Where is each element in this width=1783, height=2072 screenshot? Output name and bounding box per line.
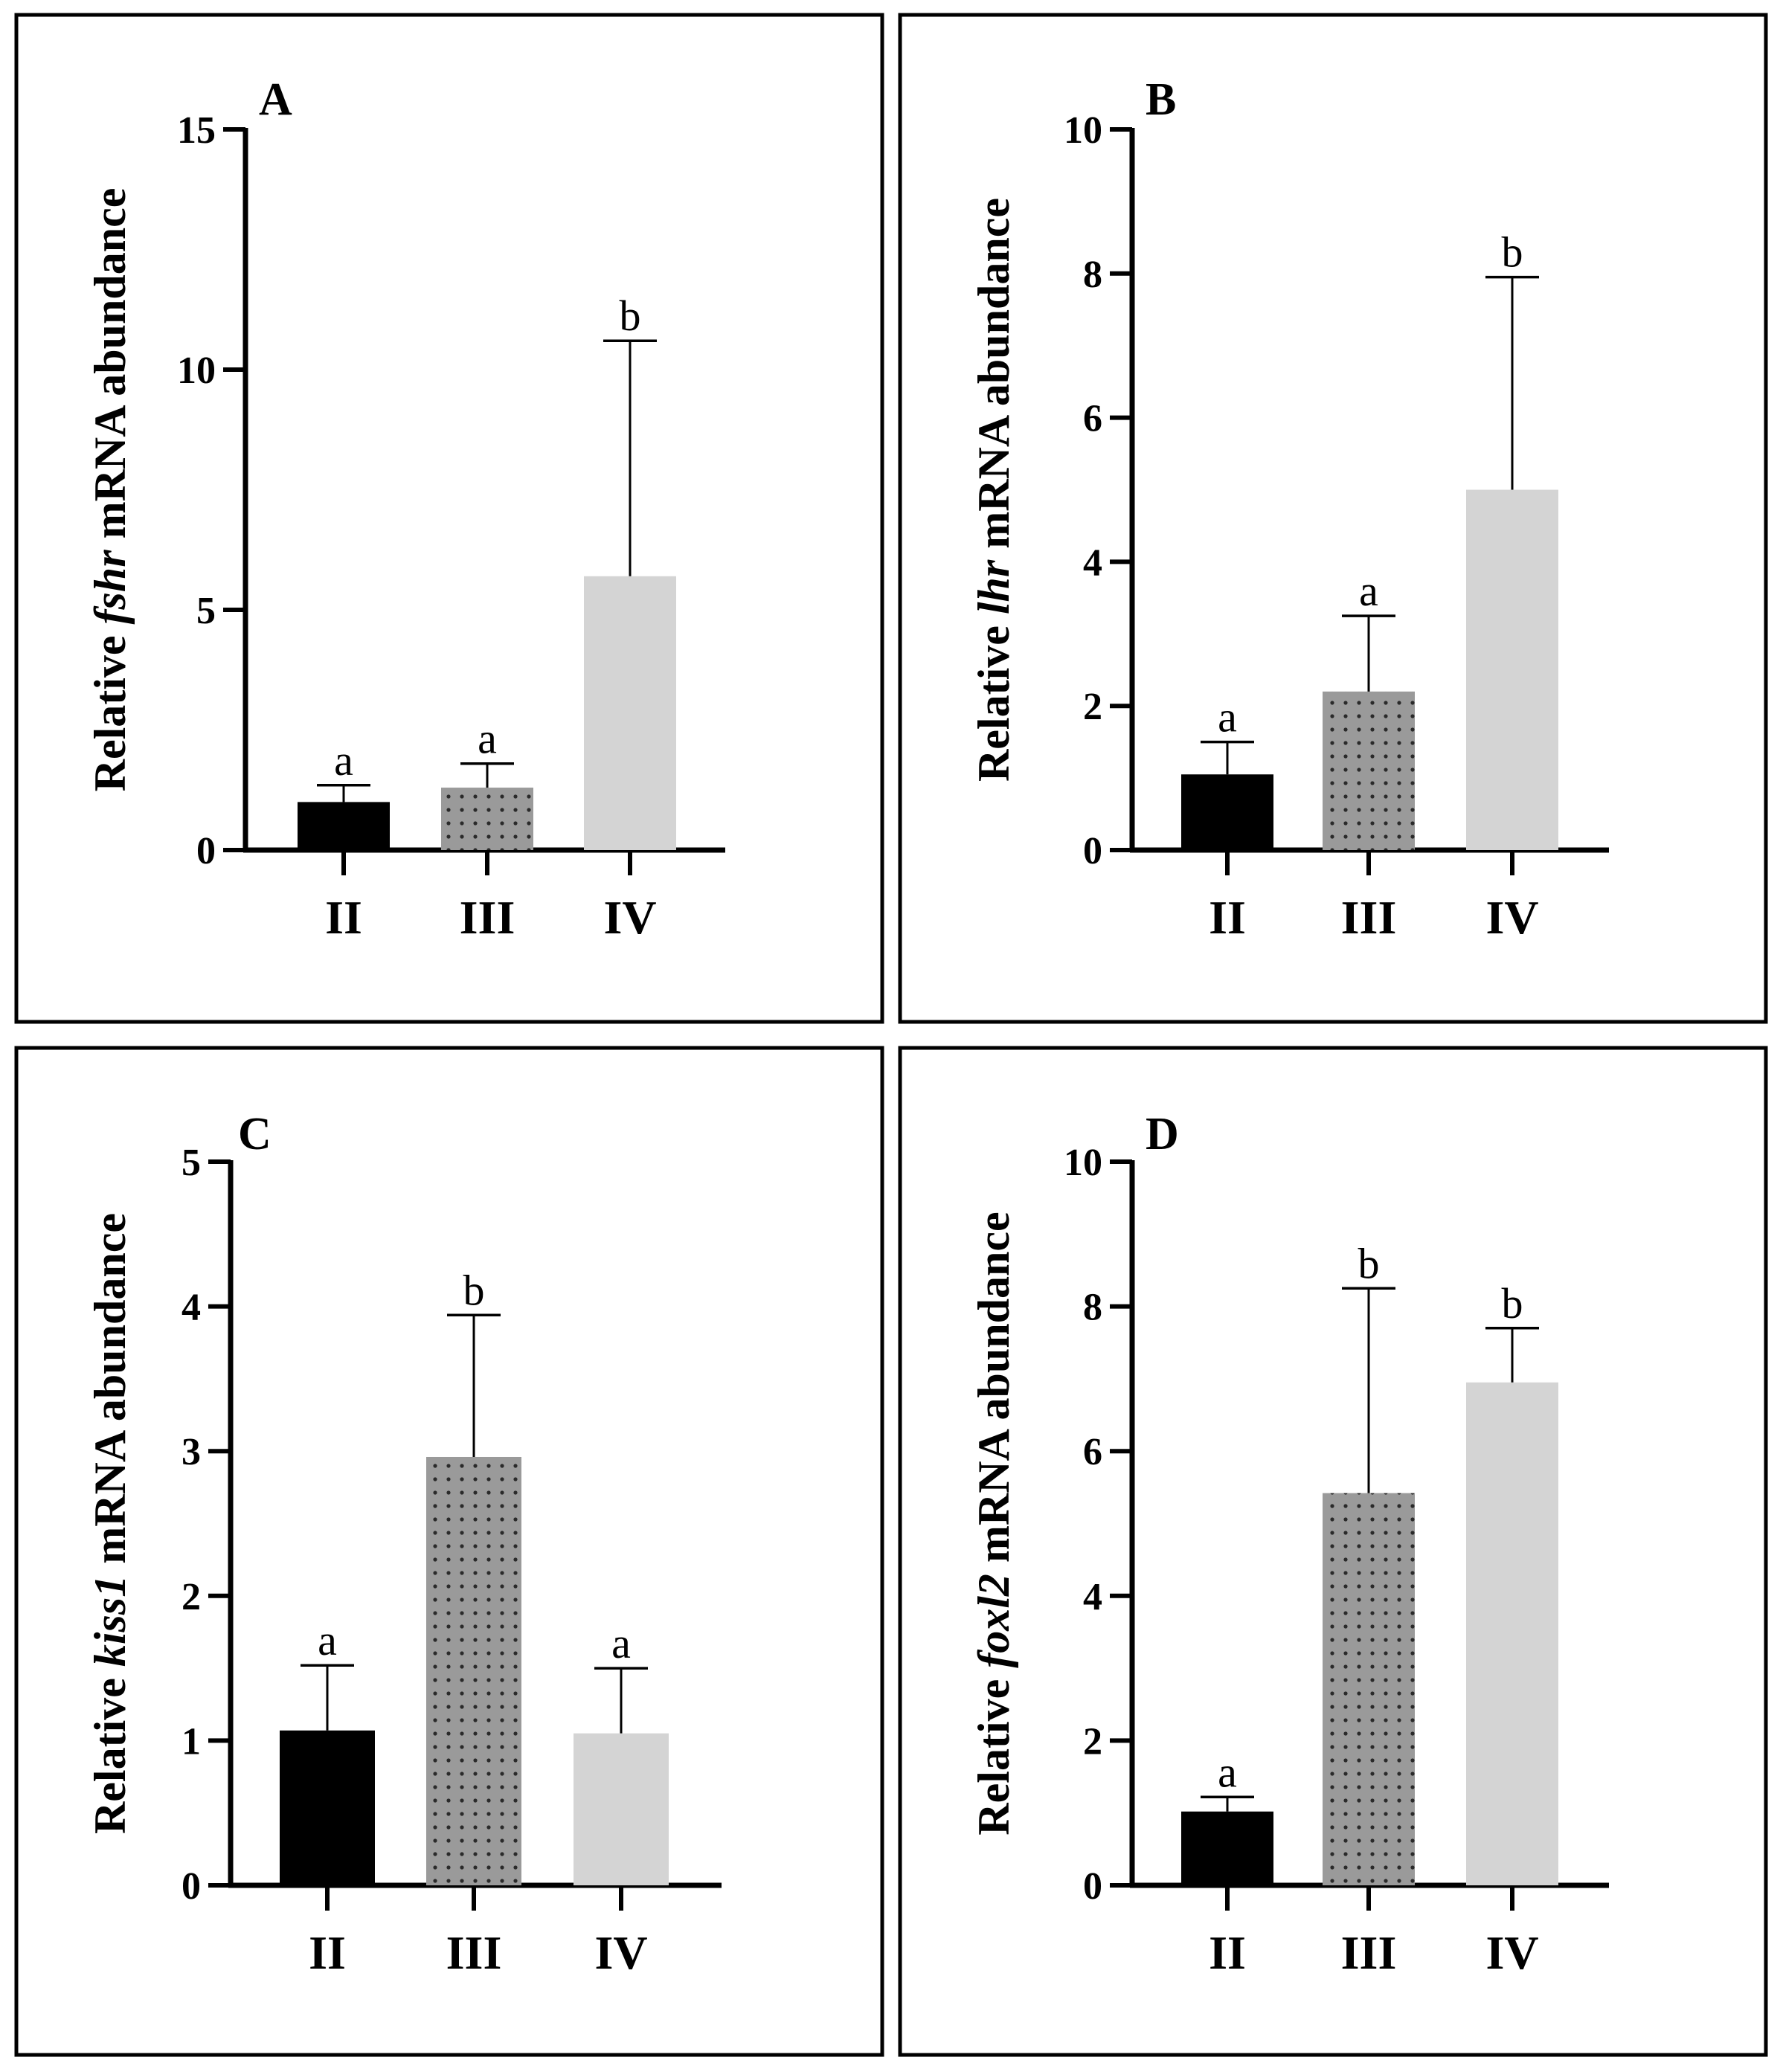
panel-frame xyxy=(14,1046,884,2057)
y-axis-label: Relative kiss1 mRNA abundance xyxy=(86,1213,135,1834)
significance-letter: b xyxy=(1358,1239,1380,1287)
y-axis-label-gene: fshr xyxy=(86,550,135,625)
y-tick-label: 8 xyxy=(1083,254,1102,296)
y-axis-label-prefix: Relative xyxy=(86,624,135,791)
significance-letter: a xyxy=(611,1619,631,1667)
x-tick-label: IV xyxy=(594,1926,647,1979)
y-axis-label-gene: kiss1 xyxy=(86,1575,135,1667)
y-tick-label: 0 xyxy=(181,1865,201,1908)
y-tick-label: 1 xyxy=(181,1720,201,1763)
y-axis-label-prefix: Relative xyxy=(969,614,1018,782)
x-tick-label: III xyxy=(446,1926,502,1979)
y-tick-label: 3 xyxy=(181,1431,201,1473)
y-tick-label: 2 xyxy=(181,1576,201,1618)
y-tick-label: 4 xyxy=(1083,1576,1102,1618)
y-tick-label: 4 xyxy=(1083,541,1102,584)
x-tick-label: II xyxy=(1209,1926,1246,1979)
x-tick-label: III xyxy=(1341,1926,1397,1979)
y-axis-label-suffix: mRNA abundance xyxy=(969,198,1018,560)
y-tick-label: 2 xyxy=(1083,1720,1102,1763)
y-axis-label: Relative lhr mRNA abundance xyxy=(969,198,1018,782)
y-tick-label: 6 xyxy=(1083,1431,1102,1473)
bar-ii xyxy=(1181,1811,1273,1885)
panel-letter: B xyxy=(1146,74,1176,125)
y-axis-label-suffix: mRNA abundance xyxy=(969,1212,1018,1574)
y-tick-label: 10 xyxy=(177,350,216,392)
y-tick-label: 8 xyxy=(1083,1287,1102,1329)
y-tick-label: 4 xyxy=(181,1287,201,1329)
y-tick-label: 0 xyxy=(1083,830,1102,872)
y-axis-label-gene: foxl2 xyxy=(969,1574,1018,1668)
panel-letter: A xyxy=(259,74,292,125)
y-tick-label: 5 xyxy=(181,1142,201,1184)
y-axis-label-prefix: Relative xyxy=(969,1668,1018,1835)
panel-frame xyxy=(14,13,884,1024)
bar-iii xyxy=(1323,691,1415,850)
y-tick-label: 15 xyxy=(177,109,216,152)
bar-iv xyxy=(584,576,676,850)
x-tick-label: III xyxy=(1341,891,1397,944)
panel-frame xyxy=(898,1046,1768,2057)
significance-letter: a xyxy=(478,715,497,763)
x-tick-label: IV xyxy=(1485,891,1538,944)
bar-iii xyxy=(426,1456,521,1885)
y-tick-label: 2 xyxy=(1083,686,1102,728)
significance-letter: b xyxy=(620,292,641,340)
x-tick-label: II xyxy=(325,891,362,944)
bar-ii xyxy=(280,1730,375,1885)
x-tick-label: III xyxy=(460,891,515,944)
y-tick-label: 0 xyxy=(196,830,216,872)
chart-panel-d: 0 2 4 6 8 10 a II b III b IV D Relative foxl2 mRNA ab… xyxy=(898,1046,1768,2057)
x-tick-label: IV xyxy=(603,891,656,944)
x-tick-label: IV xyxy=(1485,1926,1538,1979)
significance-letter: b xyxy=(463,1266,485,1314)
y-tick-label: 10 xyxy=(1064,1142,1102,1184)
chart-panel-a: 0 5 10 15 a II a III b IV A Relative fshr mRNA abun… xyxy=(14,13,884,1024)
x-tick-label: II xyxy=(309,1926,346,1979)
significance-letter: a xyxy=(1359,567,1378,615)
chart-panel-c: 0 1 2 3 4 5 a II b III a IV C Relative kiss1 mRNA abu… xyxy=(14,1046,884,2057)
y-axis-label-gene: lhr xyxy=(969,559,1018,614)
panel-frame xyxy=(898,13,1768,1024)
y-tick-label: 5 xyxy=(196,590,216,632)
bar-iii xyxy=(1323,1493,1415,1885)
y-tick-label: 0 xyxy=(1083,1865,1102,1908)
y-axis-label-prefix: Relative xyxy=(86,1667,135,1834)
significance-letter: a xyxy=(318,1616,337,1664)
bar-ii xyxy=(298,802,390,850)
y-tick-label: 10 xyxy=(1064,109,1102,152)
panel-letter: C xyxy=(238,1109,272,1159)
x-tick-label: II xyxy=(1209,891,1246,944)
bar-ii xyxy=(1181,774,1273,850)
panel-letter: D xyxy=(1146,1109,1179,1159)
bar-iv xyxy=(1466,1382,1558,1885)
bar-iv xyxy=(1466,489,1558,850)
chart-panel-b: 0 2 4 6 8 10 a II a III b IV B Relative lhr mRNA abun… xyxy=(898,13,1768,1024)
significance-letter: a xyxy=(1218,1748,1237,1796)
y-tick-label: 6 xyxy=(1083,398,1102,440)
significance-letter: b xyxy=(1502,228,1523,277)
y-axis-label: Relative fshr mRNA abundance xyxy=(86,188,135,792)
bar-iv xyxy=(574,1733,669,1885)
y-axis-label-suffix: mRNA abundance xyxy=(86,1213,135,1575)
significance-letter: b xyxy=(1502,1279,1523,1328)
significance-letter: a xyxy=(334,736,353,785)
y-axis-label: Relative foxl2 mRNA abundance xyxy=(969,1212,1018,1835)
bar-iii xyxy=(441,788,533,850)
y-axis-label-suffix: mRNA abundance xyxy=(86,188,135,550)
significance-letter: a xyxy=(1218,693,1237,741)
